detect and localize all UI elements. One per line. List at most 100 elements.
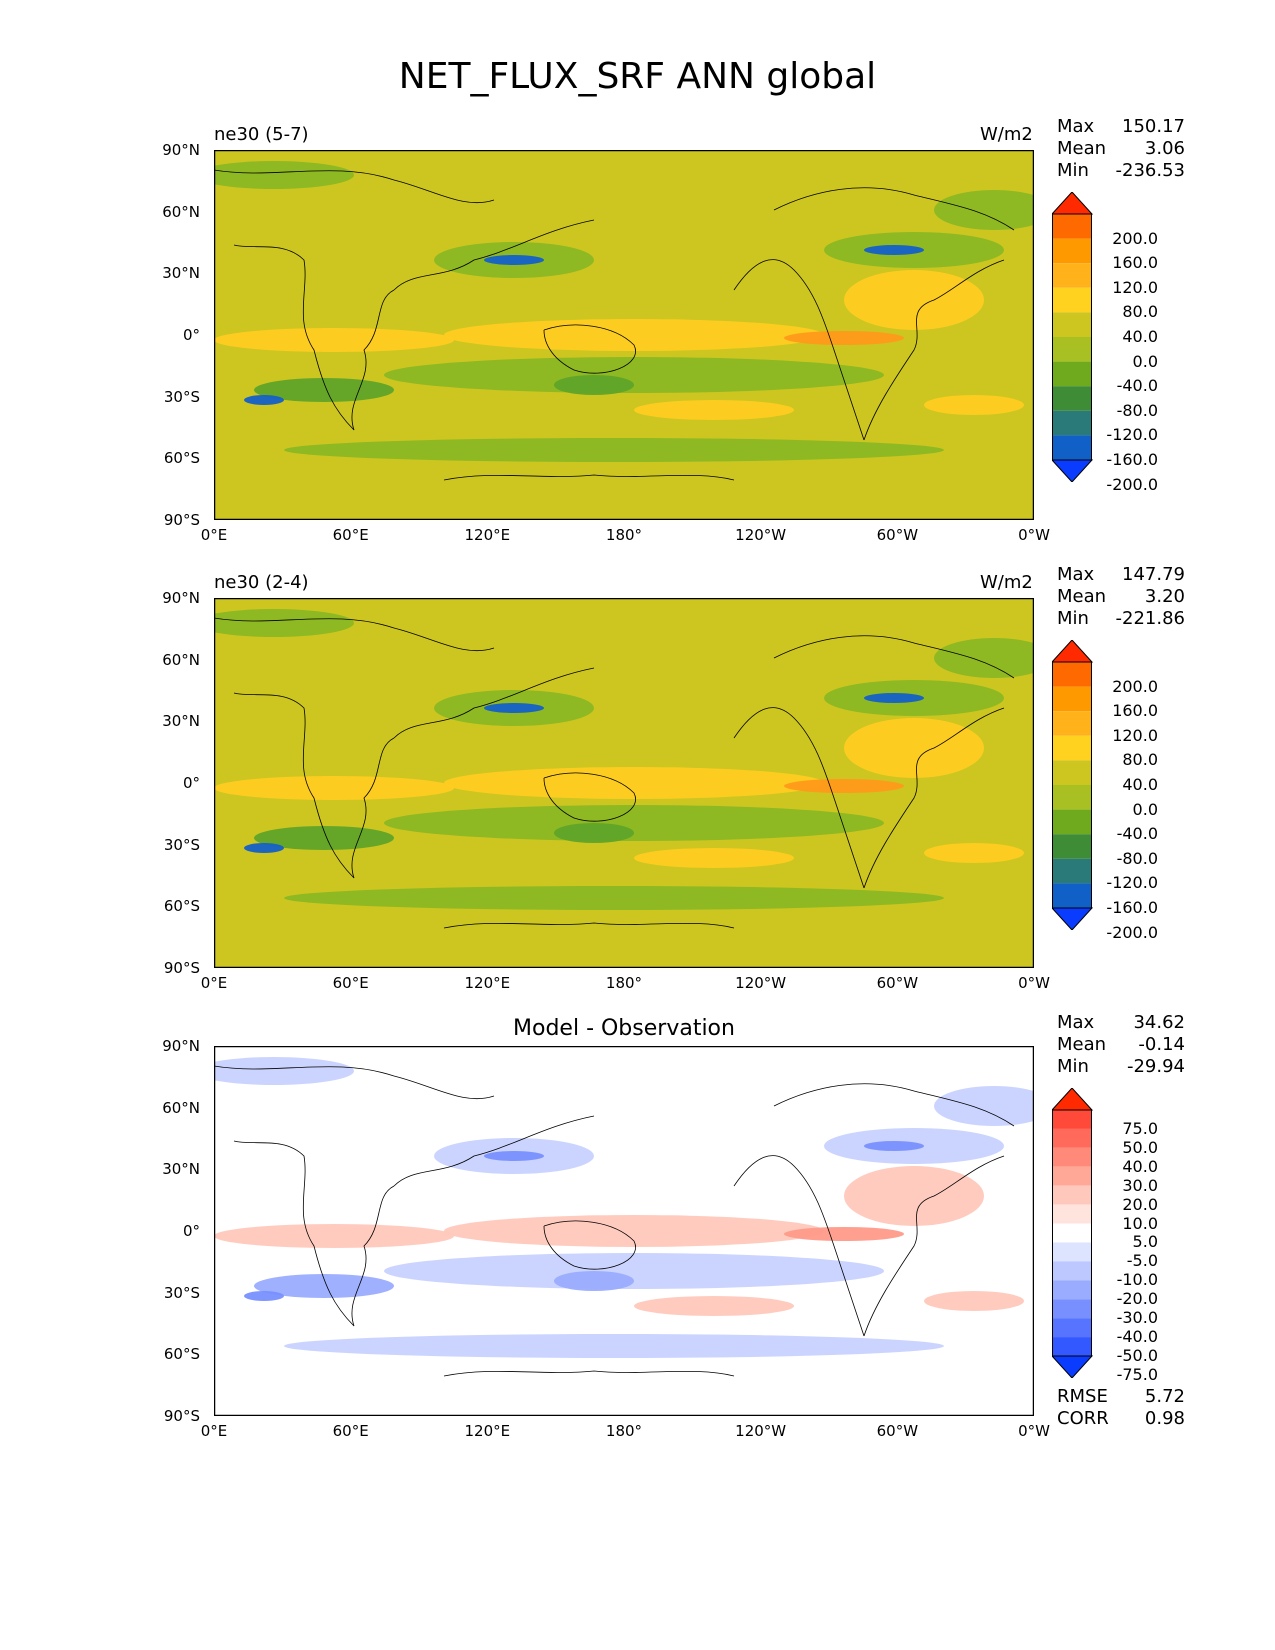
field-contour bbox=[934, 190, 1034, 230]
colorbar-segment bbox=[1052, 1147, 1092, 1167]
stats-row-min: Min -236.53 bbox=[1057, 160, 1185, 182]
stats-label: Min bbox=[1057, 1056, 1089, 1077]
map-svg bbox=[214, 1046, 1034, 1416]
colorbar-tick-label: 40.0 bbox=[1122, 1156, 1158, 1176]
coastline bbox=[733, 707, 865, 889]
field-contour bbox=[384, 805, 884, 841]
stats-block: Max 150.17 Mean 3.06 Min -236.53 bbox=[1057, 116, 1185, 182]
colorbar-segment bbox=[1052, 662, 1092, 687]
lat-tick-label: 0° bbox=[182, 1222, 200, 1240]
lat-tick-label: 90°N bbox=[162, 589, 200, 607]
coastline bbox=[443, 922, 735, 929]
lat-tick-label: 60°N bbox=[162, 1098, 200, 1117]
colorbar-tick-label: -160.0 bbox=[1106, 898, 1158, 917]
lat-tick-label: 60°S bbox=[163, 897, 200, 916]
stats-row-min: Min -221.86 bbox=[1057, 608, 1185, 630]
field-contour bbox=[384, 1253, 884, 1289]
stats-row-mean: Mean 3.06 bbox=[1057, 138, 1185, 160]
coastline bbox=[543, 1220, 636, 1270]
lon-tick-label: 120°W bbox=[735, 974, 787, 992]
field-contour bbox=[924, 395, 1024, 415]
coastline bbox=[863, 259, 1005, 441]
coastline bbox=[443, 474, 735, 481]
field-contour bbox=[444, 319, 824, 351]
colorbar-tick-label: 40.0 bbox=[1122, 327, 1158, 346]
coastline bbox=[863, 707, 1005, 889]
colorbar-segment bbox=[1052, 883, 1092, 908]
colorbar-tick-label: -80.0 bbox=[1116, 400, 1158, 420]
lon-tick-label: 180° bbox=[605, 1422, 643, 1440]
lon-tick-label: 0°W bbox=[1018, 1422, 1050, 1440]
colorbar-segment bbox=[1052, 1110, 1092, 1129]
stats-row-max: Max 150.17 bbox=[1057, 116, 1185, 138]
colorbar-segment bbox=[1052, 214, 1092, 239]
colorbar-tick-label: 30.0 bbox=[1122, 1175, 1158, 1195]
field-contour bbox=[214, 1057, 354, 1085]
coastline bbox=[233, 1140, 355, 1327]
coastline bbox=[233, 692, 355, 879]
map-plot bbox=[214, 150, 1034, 520]
lon-tick-label: 60°E bbox=[332, 526, 369, 544]
map-plot bbox=[214, 598, 1034, 968]
stats-value: 3.06 bbox=[1144, 138, 1185, 159]
stats-value: 34.62 bbox=[1133, 1012, 1185, 1033]
colorbar-segment bbox=[1052, 686, 1092, 712]
stats-value: 3.20 bbox=[1144, 586, 1185, 607]
colorbar-tick-label: -120.0 bbox=[1106, 425, 1158, 445]
colorbar-tick-label: -160.0 bbox=[1106, 450, 1158, 469]
colorbar-segment bbox=[1052, 834, 1092, 859]
coastline bbox=[351, 1185, 395, 1327]
colorbar-tick-label: 20.0 bbox=[1122, 1194, 1158, 1214]
lon-tick-label: 0°W bbox=[1018, 974, 1050, 992]
colorbar-segment bbox=[1052, 1242, 1092, 1262]
colorbar-segment bbox=[1052, 760, 1092, 785]
lon-tick-label: 60°W bbox=[876, 974, 919, 992]
lon-tick-label: 180° bbox=[605, 974, 643, 992]
colorbar-tick-label: -20.0 bbox=[1116, 1289, 1158, 1309]
coastline bbox=[393, 219, 595, 291]
field-contour bbox=[444, 1215, 824, 1247]
colorbar-tick-label: 40.0 bbox=[1122, 775, 1158, 794]
field-contour bbox=[934, 638, 1034, 678]
colorbar-segment bbox=[1052, 1204, 1092, 1224]
field-contour bbox=[844, 270, 984, 330]
field-contour bbox=[784, 331, 904, 345]
field-contour bbox=[634, 1296, 794, 1316]
field-contour bbox=[254, 826, 394, 850]
colorbar-tick-label: -40.0 bbox=[1116, 824, 1158, 844]
field-contour bbox=[214, 776, 454, 800]
lon-tick-label: 0°E bbox=[200, 974, 228, 992]
colorbar-tick-label: 0.0 bbox=[1132, 799, 1158, 819]
lon-tick-label: 120°E bbox=[464, 1422, 511, 1440]
colorbar-segment bbox=[1052, 435, 1092, 460]
colorbar-extend-max bbox=[1050, 191, 1094, 215]
colorbar-tick-label: -120.0 bbox=[1106, 873, 1158, 893]
colorbar-tick-label: 160.0 bbox=[1112, 701, 1158, 721]
stats-label: Max bbox=[1057, 116, 1095, 137]
field-contour bbox=[254, 378, 394, 402]
colorbar-tick-label: -75.0 bbox=[1116, 1364, 1158, 1384]
field-contour bbox=[934, 1086, 1034, 1126]
colorbar-segment bbox=[1052, 312, 1092, 337]
map-svg bbox=[214, 598, 1034, 968]
panel-title-left: ne30 (5-7) bbox=[214, 124, 309, 145]
colorbar-tick-label: 80.0 bbox=[1122, 750, 1158, 770]
panel-title-center: Model - Observation bbox=[513, 1016, 735, 1041]
field-contour bbox=[784, 1227, 904, 1241]
colorbar-extend-max bbox=[1050, 1087, 1094, 1111]
field-contour bbox=[484, 703, 544, 713]
field-contour bbox=[554, 1271, 634, 1291]
lon-tick-label: 60°W bbox=[876, 526, 919, 544]
lon-tick-label: 0°E bbox=[200, 526, 228, 544]
colorbar-segment bbox=[1052, 1166, 1092, 1186]
coastline bbox=[733, 259, 865, 441]
colorbar-tick-label: -10.0 bbox=[1116, 1270, 1158, 1290]
colorbar-segment bbox=[1052, 361, 1092, 387]
colorbar-tick-label: -80.0 bbox=[1116, 848, 1158, 868]
field-contour bbox=[284, 1334, 944, 1358]
lat-tick-label: 30°S bbox=[163, 387, 200, 406]
lon-tick-label: 120°E bbox=[464, 526, 511, 544]
colorbar-segment bbox=[1052, 410, 1092, 436]
colorbar-tick-label: -200.0 bbox=[1106, 922, 1158, 942]
colorbar-tick-label: 75.0 bbox=[1122, 1118, 1158, 1138]
